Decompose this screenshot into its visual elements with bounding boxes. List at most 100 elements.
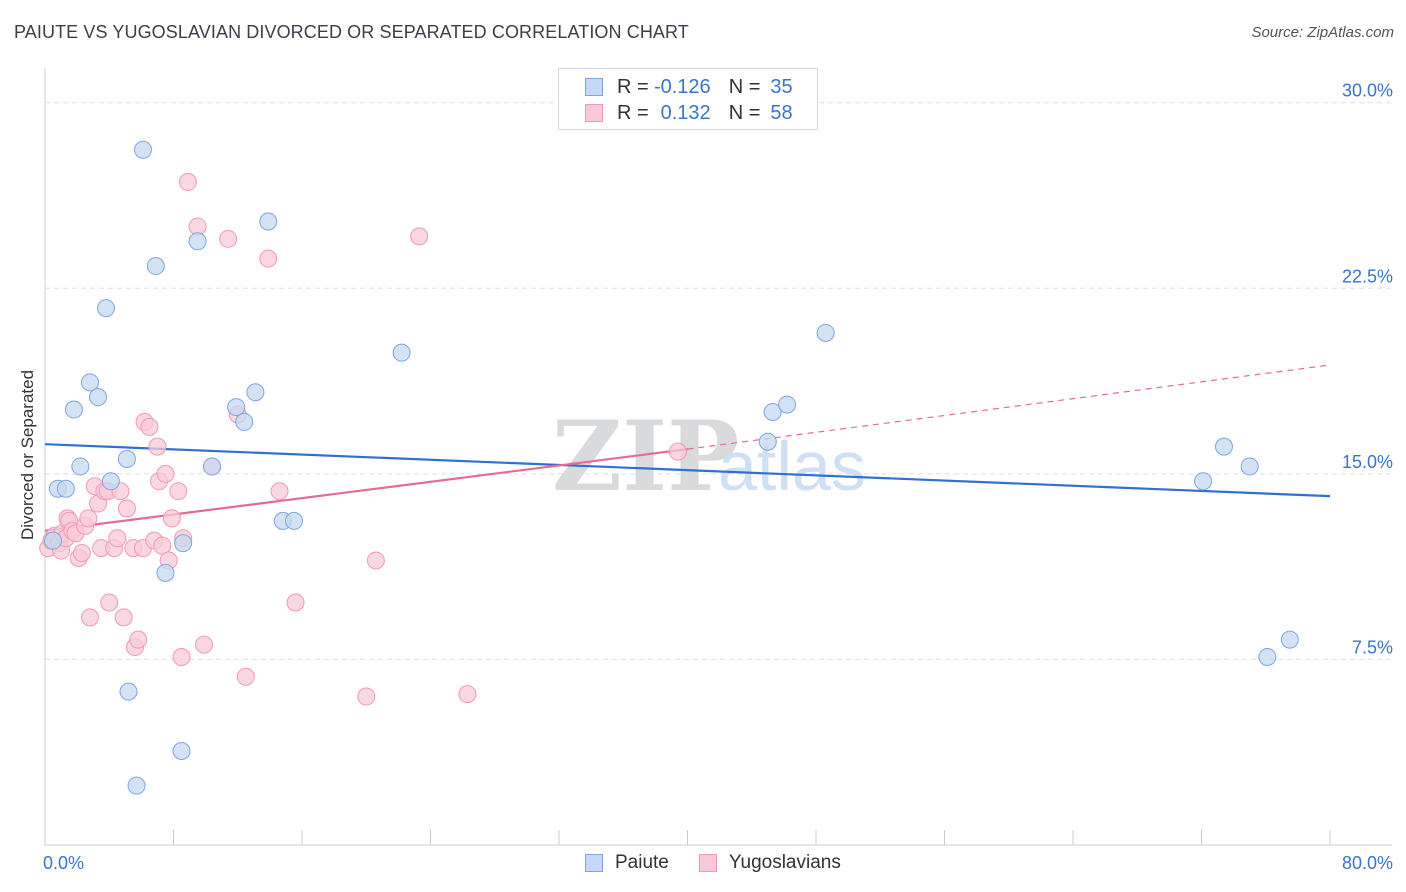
- yugoslavians-point: [80, 608, 99, 627]
- paiute-trend-line: [44, 443, 1331, 498]
- yugoslavians-point: [286, 593, 305, 612]
- paiute-point: [71, 457, 90, 476]
- paiute-point: [89, 388, 108, 407]
- yugoslavians-point: [195, 635, 214, 654]
- paiute-point: [227, 398, 246, 417]
- paiute-point: [284, 511, 303, 530]
- stats-row-yugoslavians: R = 0.132 N = 58: [559, 100, 793, 126]
- paiute-point: [392, 343, 411, 362]
- yugoslavians-trend-extension: [687, 364, 1331, 450]
- yugoslavians-point: [162, 509, 181, 528]
- y-tick-label: 22.5%: [1342, 266, 1393, 286]
- paiute-point: [1240, 457, 1259, 476]
- yugoslavians-swatch: [698, 854, 717, 872]
- paiute-point: [44, 531, 63, 550]
- paiute-point: [119, 682, 138, 701]
- data-points: [39, 140, 1299, 795]
- paiute-point: [56, 479, 75, 498]
- yugoslavians-point: [79, 509, 98, 528]
- yugoslavians-point: [270, 482, 289, 501]
- r-label: R =: [617, 101, 649, 124]
- n-value: 35: [770, 75, 793, 98]
- paiute-point: [1258, 647, 1277, 666]
- paiute-point: [259, 212, 278, 231]
- yugoslavians-point: [100, 593, 119, 612]
- yugoslavians-point: [108, 529, 127, 548]
- paiute-point: [101, 472, 120, 491]
- paiute-point: [1194, 472, 1213, 491]
- paiute-point: [133, 140, 152, 159]
- paiute-point: [778, 395, 797, 414]
- series-legend: Paiute Yugoslavians: [585, 852, 871, 874]
- yugoslavians-point: [410, 227, 429, 246]
- paiute-point: [1280, 630, 1299, 649]
- yugoslavians-point: [219, 229, 238, 248]
- watermark-zip: ZIP: [552, 400, 739, 513]
- paiute-point: [97, 299, 116, 318]
- yugoslavians-point: [172, 647, 191, 666]
- paiute-point: [64, 400, 83, 419]
- tick-labels: 7.5% 15.0% 22.5% 30.0% 0.0% 80.0%: [43, 81, 1393, 873]
- r-value: 0.132: [660, 101, 711, 124]
- stats-row-paiute: R = -0.126 N = 35: [559, 74, 793, 100]
- paiute-point: [816, 323, 835, 342]
- gridlines: [45, 102, 1392, 660]
- paiute-point: [146, 257, 165, 276]
- yugoslavians-point: [129, 630, 148, 649]
- paiute-swatch: [585, 854, 603, 872]
- paiute-point: [127, 776, 146, 795]
- legend-item-paiute[interactable]: Paiute: [585, 852, 669, 874]
- n-label: N =: [728, 75, 761, 98]
- legend-item-yugoslavians[interactable]: Yugoslavians: [698, 852, 841, 874]
- stats-legend: R = -0.126 N = 35 R = 0.132 N = 58: [558, 68, 818, 130]
- paiute-point: [156, 563, 175, 582]
- yugoslavians-point: [117, 499, 136, 518]
- n-label: N =: [728, 101, 761, 124]
- r-label: R =: [617, 75, 649, 98]
- yugoslavians-swatch: [585, 104, 603, 122]
- yugoslavians-point: [140, 417, 159, 436]
- paiute-point: [80, 373, 99, 392]
- paiute-point: [174, 534, 193, 553]
- paiute-point: [117, 450, 136, 469]
- paiute-swatch: [585, 78, 603, 96]
- paiute-point: [235, 412, 254, 431]
- yugoslavians-trend-line: [44, 448, 688, 532]
- trend-lines: [44, 364, 1331, 532]
- yugoslavians-point: [153, 536, 172, 555]
- axes: [44, 68, 1392, 846]
- paiute-point: [763, 403, 782, 422]
- paiute-point: [758, 432, 777, 451]
- x-tick-label-max: 80.0%: [1342, 853, 1393, 873]
- paiute-point: [203, 457, 222, 476]
- paiute-point: [1214, 437, 1233, 456]
- yugoslavians-point: [357, 687, 376, 706]
- paiute-point: [246, 383, 265, 402]
- r-value: -0.126: [653, 75, 711, 98]
- yugoslavians-point: [366, 551, 385, 570]
- legend-label-paiute: Paiute: [615, 852, 669, 873]
- yugoslavians-point: [148, 437, 167, 456]
- watermark: ZIP atlas: [552, 400, 866, 513]
- y-tick-label: 7.5%: [1352, 637, 1393, 657]
- x-tick-label-min: 0.0%: [43, 853, 84, 873]
- y-tick-label: 15.0%: [1342, 452, 1393, 472]
- yugoslavians-point: [156, 464, 175, 483]
- paiute-point: [172, 741, 191, 760]
- chart-title: PAIUTE VS YUGOSLAVIAN DIVORCED OR SEPARA…: [14, 22, 689, 42]
- watermark-atlas: atlas: [718, 427, 866, 505]
- paiute-point: [188, 232, 207, 251]
- n-value: 58: [770, 101, 793, 124]
- yugoslavians-point: [114, 608, 133, 627]
- source-label: Source: ZipAtlas.com: [1251, 24, 1394, 41]
- yugoslavians-point: [668, 442, 687, 461]
- yugoslavians-point: [259, 249, 278, 268]
- yugoslavians-point: [458, 685, 477, 704]
- yugoslavians-point: [236, 667, 255, 686]
- legend-label-yugoslavians: Yugoslavians: [728, 852, 841, 873]
- yugoslavians-point: [178, 172, 197, 191]
- yugoslavians-point: [72, 544, 91, 563]
- y-tick-label: 30.0%: [1342, 81, 1393, 101]
- yugoslavians-point: [169, 482, 188, 501]
